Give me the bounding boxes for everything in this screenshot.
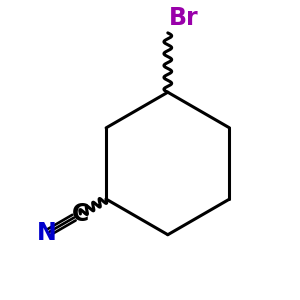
Text: Br: Br [169, 6, 199, 30]
Text: N: N [37, 221, 57, 245]
Text: C: C [72, 202, 89, 226]
